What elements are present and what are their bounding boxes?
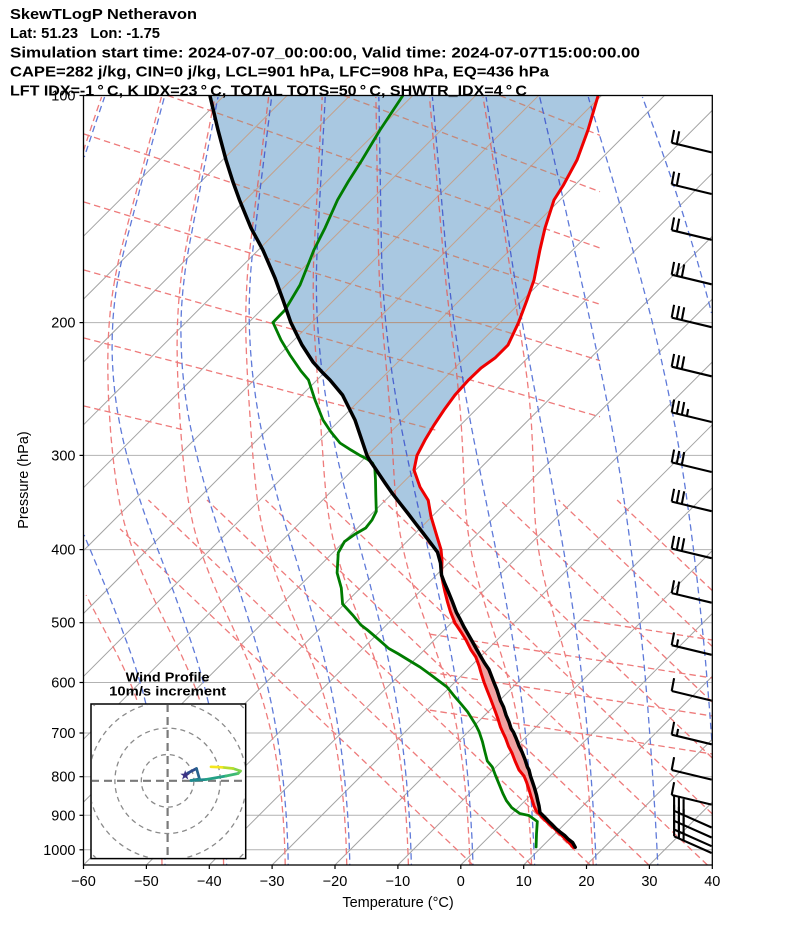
svg-text:800: 800	[51, 770, 75, 786]
svg-text:900: 900	[51, 808, 75, 824]
svg-text:Temperature (°C): Temperature (°C)	[342, 895, 453, 911]
svg-text:20: 20	[578, 874, 594, 890]
svg-text:200: 200	[51, 316, 75, 332]
svg-text:Pressure (hPa): Pressure (hPa)	[16, 431, 32, 529]
svg-text:−50: −50	[134, 874, 159, 890]
svg-text:30: 30	[641, 874, 657, 890]
svg-text:−30: −30	[260, 874, 285, 890]
svg-text:CAPE=282 j/kg, CIN=0 j/kg, LCL: CAPE=282 j/kg, CIN=0 j/kg, LCL=901 hPa, …	[10, 64, 550, 81]
svg-text:−20: −20	[323, 874, 348, 890]
svg-text:0: 0	[457, 874, 465, 890]
svg-text:10: 10	[516, 874, 532, 890]
svg-text:1000: 1000	[43, 843, 75, 859]
svg-text:−40: −40	[197, 874, 222, 890]
svg-text:500: 500	[51, 616, 75, 632]
svg-text:−60: −60	[71, 874, 96, 890]
svg-text:Lat: 51.23 Lon: -1.75: Lat: 51.23 Lon: -1.75	[10, 25, 160, 42]
svg-text:700: 700	[51, 726, 75, 742]
svg-text:100: 100	[51, 89, 75, 105]
svg-text:10m/s increment: 10m/s increment	[109, 685, 227, 699]
svg-text:−10: −10	[386, 874, 411, 890]
svg-text:Wind Profile: Wind Profile	[126, 671, 210, 685]
svg-text:300: 300	[51, 448, 75, 464]
svg-text:LFT IDX=-1 ° C, K IDX=23 ° C,: LFT IDX=-1 ° C, K IDX=23 ° C, TOTAL TOTS…	[10, 83, 527, 100]
svg-text:600: 600	[51, 676, 75, 692]
svg-text:40: 40	[704, 874, 720, 890]
svg-text:400: 400	[51, 543, 75, 559]
svg-text:Simulation start time: 2024-07: Simulation start time: 2024-07-07_00:00:…	[10, 44, 640, 61]
svg-text:SkewTLogP Netheravon: SkewTLogP Netheravon	[10, 6, 197, 23]
